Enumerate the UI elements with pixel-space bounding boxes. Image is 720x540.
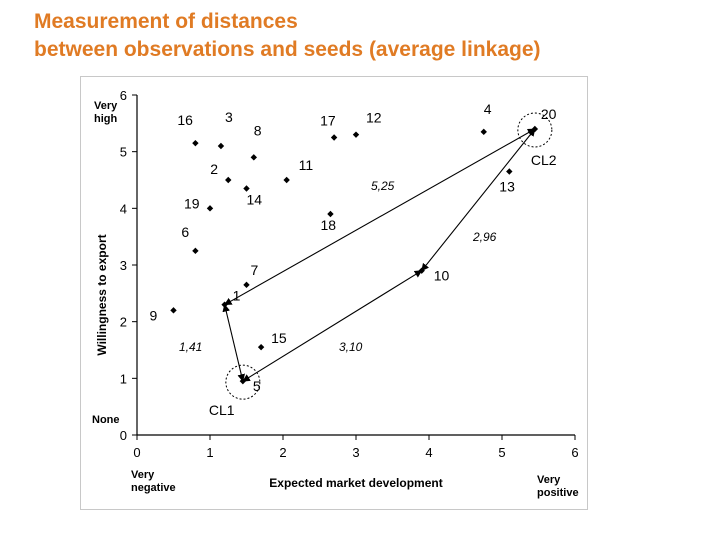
y-end-label-high: Very (94, 100, 118, 112)
y-tick-label: 0 (120, 428, 127, 443)
slide-title-line-2: between observations and seeds (average … (34, 38, 541, 61)
data-point-4 (480, 128, 487, 136)
x-tick-label: 4 (425, 445, 432, 460)
data-point-3 (217, 142, 225, 150)
data-point-18 (327, 210, 334, 218)
data-point-12 (352, 131, 360, 138)
distance-line (242, 270, 423, 382)
data-point-5 (239, 377, 247, 385)
data-point-16 (192, 139, 199, 147)
x-tick-label: 3 (352, 445, 359, 460)
data-point-10 (418, 267, 425, 274)
point-label-7: 7 (251, 262, 259, 278)
distance-label: 1,41 (179, 340, 202, 354)
data-point-2 (225, 176, 232, 184)
data-point-8 (250, 154, 257, 161)
x-tick-label: 6 (571, 445, 578, 460)
point-label-10: 10 (434, 268, 450, 284)
point-label-9: 9 (150, 307, 158, 323)
distance-label: 5,25 (371, 179, 395, 193)
slide-title-line-1: Measurement of distances (34, 10, 298, 33)
point-label-20: 20 (541, 106, 557, 122)
y-axis-label: Willingness to export (95, 234, 109, 355)
data-point-9 (170, 307, 177, 314)
seed-circle-cl1 (225, 364, 261, 400)
x-end-label-low: Very (131, 469, 155, 481)
distance-line (223, 128, 536, 306)
point-label-13: 13 (499, 179, 515, 195)
slide-title: Measurement of distances between observa… (34, 8, 541, 64)
point-label-17: 17 (320, 113, 336, 129)
chart-frame: 0 1 2 3 4 5 6 0 1 2 3 4 5 6 Expected market developmen… (80, 76, 588, 510)
x-tick-label: 0 (133, 445, 140, 460)
seed-label-cl2: CL2 (531, 152, 557, 168)
point-label-8: 8 (254, 122, 262, 138)
point-label-5: 5 (253, 378, 261, 394)
data-point-14 (243, 185, 250, 192)
distance-line (421, 128, 536, 272)
distance-label: 2,96 (472, 230, 497, 244)
x-tick-label: 1 (206, 445, 213, 460)
x-end-label-high: Very (537, 474, 561, 486)
seed-label-cl1: CL1 (209, 402, 235, 418)
y-end-label-high: high (94, 113, 117, 125)
x-end-label-high: positive (537, 487, 579, 499)
x-end-label-low: negative (131, 482, 176, 494)
data-point-6 (192, 247, 199, 255)
y-tick-label: 1 (120, 371, 127, 386)
seed-circle-cl2 (517, 112, 553, 148)
data-point-11 (283, 176, 290, 184)
point-label-6: 6 (181, 224, 189, 240)
y-tick-label: 2 (120, 315, 127, 330)
data-point-19 (206, 205, 214, 212)
x-axis-label: Expected market development (269, 476, 442, 490)
point-label-12: 12 (366, 110, 382, 126)
point-label-15: 15 (271, 330, 287, 346)
point-label-19: 19 (184, 195, 200, 211)
y-tick-label: 3 (120, 258, 127, 273)
y-end-label-low: None (92, 414, 120, 426)
data-point-7 (243, 281, 250, 289)
distance-line (222, 303, 245, 382)
data-point-15 (257, 343, 265, 351)
y-tick-label: 6 (120, 88, 127, 103)
point-label-1: 1 (233, 288, 241, 304)
point-label-11: 11 (299, 157, 314, 173)
point-label-3: 3 (225, 109, 233, 125)
point-label-14: 14 (247, 192, 263, 208)
data-point-17 (330, 134, 338, 141)
y-tick-label: 4 (120, 201, 127, 216)
y-tick-label: 5 (120, 145, 127, 160)
x-tick-label: 2 (279, 445, 286, 460)
data-point-13 (506, 168, 513, 175)
distance-label: 3,10 (339, 340, 363, 354)
point-label-16: 16 (177, 112, 193, 128)
point-label-18: 18 (320, 217, 336, 233)
point-label-4: 4 (484, 101, 492, 117)
data-point-1 (221, 301, 228, 308)
x-tick-label: 5 (498, 445, 505, 460)
point-label-2: 2 (210, 161, 218, 177)
